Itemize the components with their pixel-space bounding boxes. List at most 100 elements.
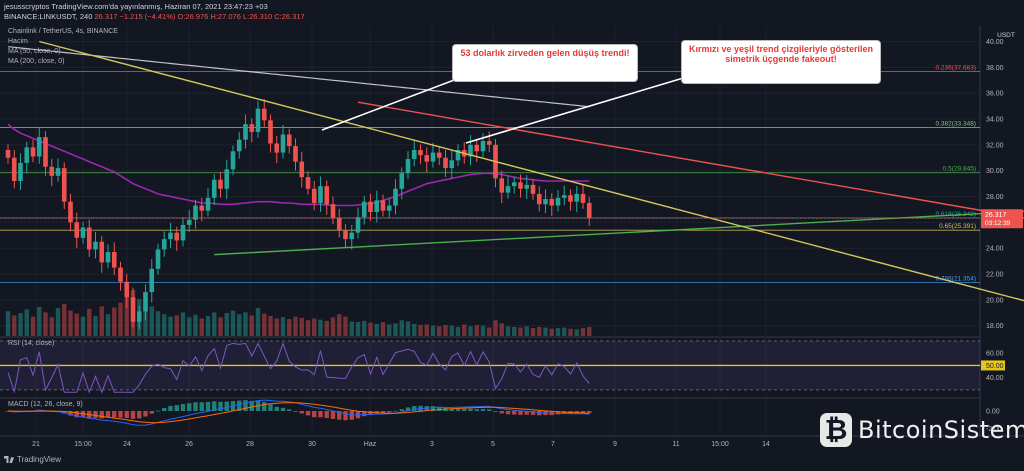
- tradingview-icon: [4, 456, 14, 463]
- y-tick-label: 20.00: [986, 297, 1004, 304]
- volume-bar: [530, 328, 536, 336]
- ma50-line: [7, 123, 590, 207]
- volume-bar: [299, 317, 304, 336]
- callout-pointer: [321, 73, 471, 131]
- volume-bar: [555, 328, 561, 336]
- candle-body: [524, 184, 530, 189]
- macd-histogram-bar: [105, 411, 111, 418]
- macd-histogram-bar: [112, 411, 117, 418]
- x-tick-label: 21: [32, 441, 40, 448]
- legend-ma200[interactable]: MA (200, close, 0): [8, 58, 65, 65]
- macd-histogram-bar: [137, 411, 142, 419]
- volume-bar: [343, 316, 348, 336]
- candle-body: [111, 252, 117, 268]
- volume-bar: [99, 306, 104, 336]
- volume-bar: [387, 324, 392, 336]
- candle-body: [230, 151, 236, 170]
- volume-bar: [437, 326, 442, 336]
- volume-bar: [368, 322, 373, 336]
- candle-body: [336, 218, 342, 231]
- candle-body: [218, 179, 223, 189]
- volume-bar: [287, 319, 292, 336]
- volume-bar: [268, 316, 273, 336]
- macd-histogram-bar: [224, 401, 229, 411]
- bitcoinsistemi-watermark: ₿ BitcoinSistemi: [820, 413, 1024, 447]
- candle-body: [286, 134, 292, 147]
- volume-bar: [212, 312, 217, 336]
- volume-bar: [199, 318, 204, 336]
- macd-histogram-bar: [130, 411, 136, 419]
- volume-bar: [230, 310, 236, 336]
- candle-body: [18, 162, 23, 181]
- volume-bar: [18, 313, 23, 336]
- macd-histogram-bar: [387, 411, 392, 413]
- volume-bar: [37, 306, 42, 336]
- candle-body: [118, 267, 123, 282]
- macd-histogram-bar: [180, 403, 186, 411]
- macd-histogram-bar: [324, 411, 329, 419]
- legend-series[interactable]: Chainlink / TetherUS, 4s, BINANCE: [8, 28, 118, 35]
- volume-bar: [449, 325, 454, 336]
- candle-body: [305, 177, 311, 189]
- candle-body: [355, 217, 361, 233]
- macd-histogram-bar: [305, 411, 311, 416]
- macd-histogram-bar: [299, 411, 304, 414]
- candle-body: [455, 150, 461, 161]
- volume-bar: [80, 316, 86, 336]
- current-price-tag: [981, 209, 1023, 229]
- macd-histogram-bar: [493, 411, 498, 412]
- volume-bar: [499, 323, 504, 336]
- volume-bar: [255, 308, 261, 336]
- y-tick-label: 36.00: [986, 91, 1004, 98]
- macd-histogram-bar: [574, 411, 579, 413]
- volume-bar: [330, 317, 336, 336]
- volume-bar: [168, 316, 173, 336]
- candle-body: [261, 108, 267, 121]
- volume-bar: [68, 310, 73, 336]
- macd-histogram-bar: [455, 408, 461, 411]
- macd-histogram-bar: [243, 400, 248, 411]
- candle-body: [324, 186, 330, 205]
- candle-body: [243, 124, 248, 140]
- tradingview-logo[interactable]: TradingView: [4, 455, 61, 464]
- rsi-label[interactable]: RSI (14, close): [8, 340, 55, 347]
- candle-body: [436, 152, 442, 158]
- volume-bar: [30, 316, 36, 336]
- volume-bar: [393, 323, 398, 336]
- x-tick-label: 15:00: [74, 441, 92, 448]
- fib-level-label: 0.236(37.683): [936, 64, 976, 71]
- fib-level-label: 0.382(33.348): [936, 120, 976, 127]
- volume-bar: [62, 303, 67, 336]
- candle-body: [186, 219, 192, 225]
- legend-volume[interactable]: Hacim: [8, 38, 28, 45]
- fib-level-label: 0.65(25.391): [939, 223, 976, 230]
- volume-bar: [474, 325, 479, 336]
- macd-histogram-bar: [212, 401, 217, 411]
- macd-histogram-bar: [149, 411, 154, 414]
- volume-bar: [218, 317, 223, 336]
- candle-body: [93, 241, 98, 250]
- volume-bar: [430, 325, 436, 336]
- callout-pointer: [465, 75, 691, 144]
- candle-body: [161, 239, 167, 250]
- candle-body: [505, 186, 511, 193]
- volume-bar: [380, 322, 386, 336]
- x-tick-label: 28: [246, 441, 254, 448]
- macd-histogram-bar: [405, 407, 411, 411]
- y-tick-label: 22.00: [986, 272, 1004, 279]
- macd-histogram-bar: [518, 411, 523, 415]
- candle-body: [136, 311, 142, 322]
- candle-body: [449, 160, 455, 169]
- macd-signal-line: [7, 402, 590, 424]
- macd-label[interactable]: MACD (12, 26, close, 9): [8, 401, 83, 408]
- symbol-info: BINANCE:LINKUSDT, 240 26.317 −1.215 (−4.…: [4, 12, 305, 21]
- macd-histogram-bar: [362, 411, 367, 417]
- macd-tick-label: 0.00: [986, 409, 1000, 416]
- macd-histogram-bar: [118, 411, 123, 418]
- legend-ma50[interactable]: MA (50, close, 0): [8, 48, 61, 55]
- macd-histogram-bar: [218, 401, 223, 411]
- candle-body: [168, 232, 173, 240]
- volume-bar: [124, 297, 129, 336]
- candle-body: [105, 252, 111, 263]
